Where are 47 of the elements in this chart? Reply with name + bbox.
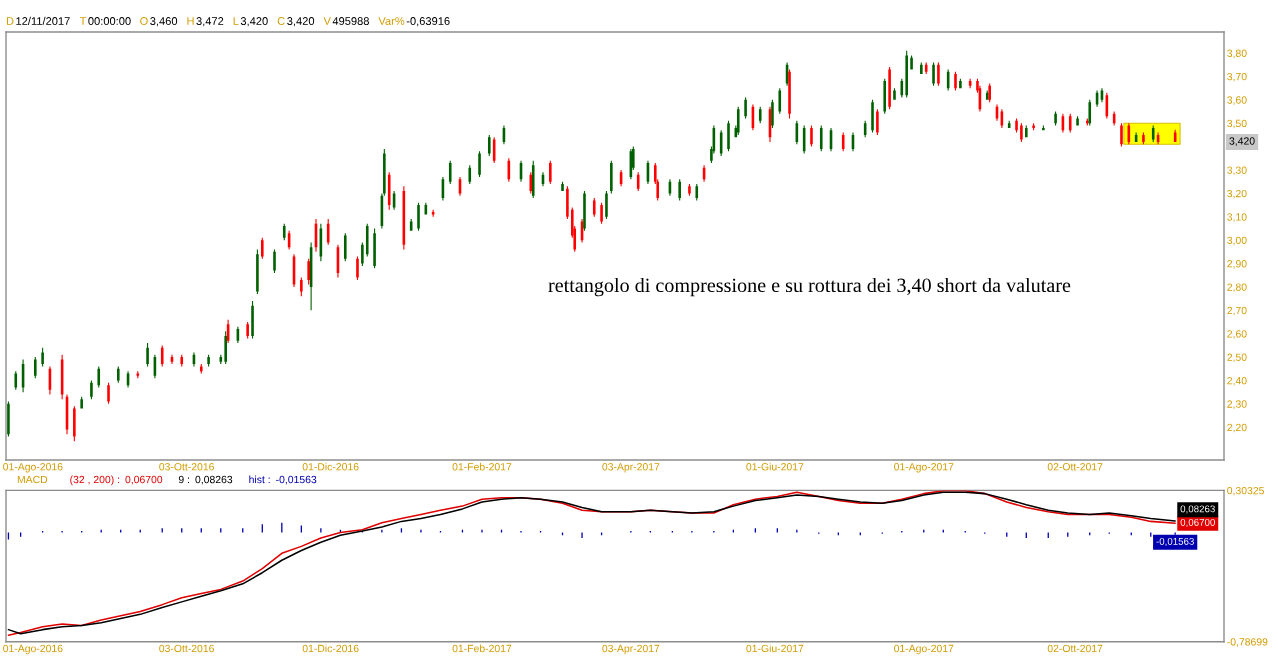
- x-tick-label: 03-Apr-2017: [602, 644, 660, 655]
- text: -0,01563: [276, 475, 317, 485]
- text: 0,08263: [195, 475, 233, 485]
- y-tick-label: 2,80: [1227, 283, 1247, 293]
- y-tick-label: 3,60: [1227, 96, 1247, 105]
- text: (32 , 200) :: [70, 475, 120, 486]
- x-tick-label: 01-Ago-2017: [894, 644, 954, 655]
- text: 0,06700: [125, 475, 163, 485]
- y-tick-label: 2,30: [1227, 400, 1247, 409]
- y-tick-label: 2,70: [1227, 306, 1247, 316]
- data-label: 0,08263: [1180, 505, 1215, 514]
- x-tick-label: 01-Feb-2017: [452, 644, 512, 653]
- y-tick-label: 3,20: [1227, 189, 1247, 199]
- text: 9 :: [178, 475, 190, 484]
- y-tick-label: 3,50: [1227, 119, 1247, 129]
- y-tick-label: 3,70: [1227, 72, 1247, 82]
- x-tick-label: 02-Ott-2017: [1047, 644, 1103, 653]
- x-tick-label: 01-Dic-2016: [302, 462, 359, 471]
- text: D 12/11/2017 T 00:00:00 O 3,460 H 3,472 L 3,420 C 3,420 V495988 Var% -0,63916: [6, 16, 450, 27]
- data-label: -0,01563: [1156, 537, 1194, 546]
- data-label: 0,06700: [1180, 518, 1215, 527]
- text: hist :: [249, 475, 270, 484]
- x-tick-label: 03-Ott-2016: [159, 463, 214, 471]
- x-tick-label: 01-Giu-2017: [746, 644, 804, 653]
- x-tick-label: 03-Ott-2016: [159, 644, 214, 653]
- annotation: 3,420: [1229, 137, 1255, 146]
- x-tick-label: 01-Ago-2016: [3, 644, 63, 655]
- y-tick-label: -0,78699: [1227, 638, 1268, 647]
- y-tick-label: 3,10: [1227, 213, 1247, 222]
- y-tick-label: 3,30: [1227, 166, 1247, 176]
- legend-title: MACD: [17, 475, 48, 484]
- y-tick-label: 0,30325: [1227, 486, 1264, 496]
- x-tick-label: 01-Ago-2017: [894, 463, 954, 473]
- y-tick-label: 2,20: [1227, 423, 1247, 433]
- x-tick-label: 02-Ott-2017: [1047, 463, 1103, 471]
- y-tick-label: 2,60: [1227, 330, 1247, 339]
- x-tick-label: 03-Apr-2017: [602, 463, 660, 473]
- y-tick-label: 2,50: [1227, 353, 1247, 363]
- x-tick-label: 01-Dic-2016: [302, 644, 359, 653]
- x-tick-label: 01-Feb-2017: [452, 462, 512, 471]
- annotation: rettangolo di compressione e su rottura dei 3,40 short da valutare: [548, 277, 1071, 297]
- y-tick-label: 3,80: [1227, 49, 1247, 59]
- x-tick-label: 01-Giu-2017: [746, 462, 804, 471]
- y-tick-label: 2,40: [1227, 376, 1247, 386]
- y-tick-label: 2,90: [1227, 260, 1247, 269]
- y-tick-label: 3,00: [1227, 236, 1247, 246]
- x-tick-label: 01-Ago-2016: [3, 463, 63, 473]
